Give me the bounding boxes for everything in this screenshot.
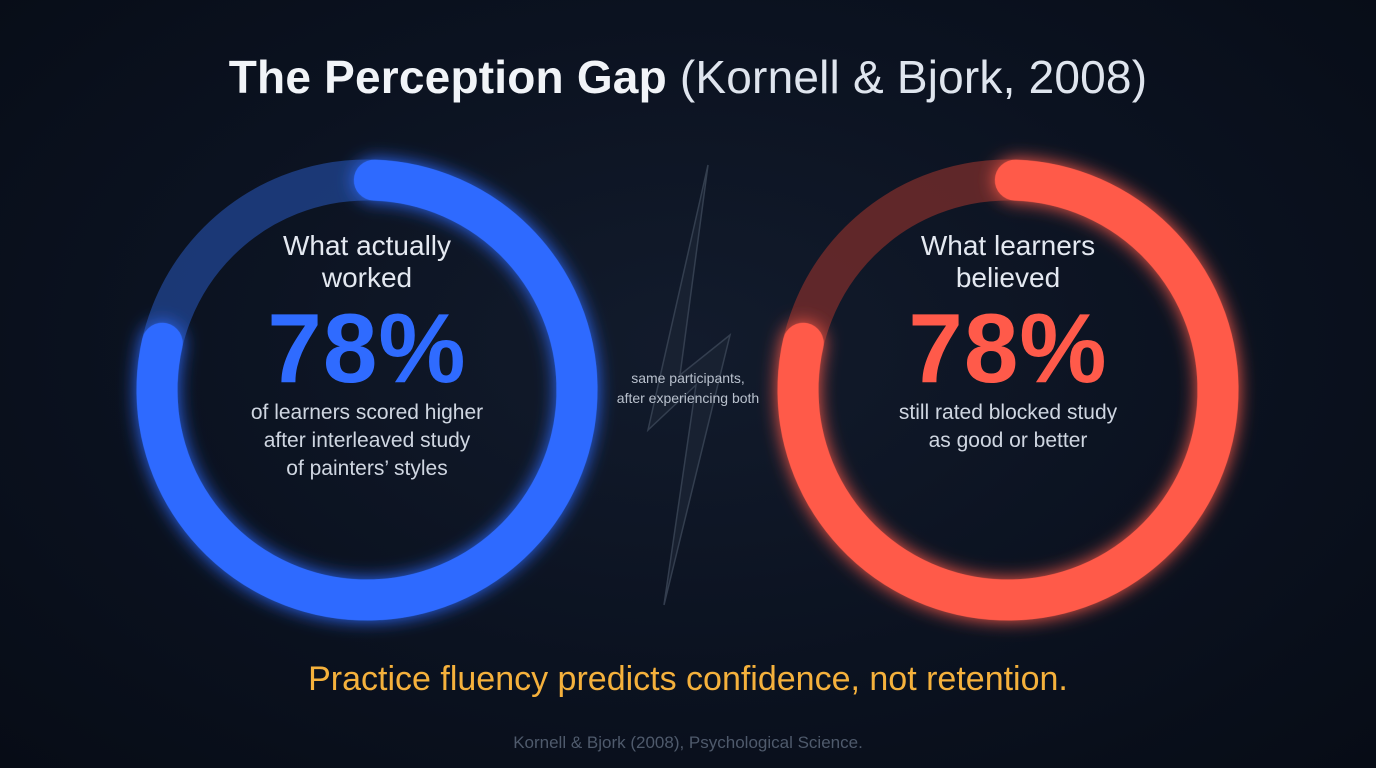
page-title: The Perception Gap (Kornell & Bjork, 200…	[0, 50, 1376, 104]
actual-desc-line2: after interleaved study	[263, 429, 471, 452]
belief-label-line1: What learners	[920, 230, 1096, 261]
belief-percent: 78%	[908, 293, 1108, 403]
belief-label-line2: believed	[955, 262, 1061, 293]
actual-percent: 78%	[267, 293, 467, 403]
actual-label-line1: What actually	[282, 230, 452, 261]
actual-desc-line1: of learners scored higher	[250, 401, 484, 424]
actual-result-ring: What actually worked 78% of learners sco…	[136, 159, 598, 621]
title-main: The Perception Gap	[228, 51, 667, 103]
actual-label-line2: worked	[321, 262, 413, 293]
lightning-bolt-icon	[646, 164, 732, 606]
actual-result-donut	[136, 159, 598, 621]
belief-ring: What learners believed 78% still rated b…	[777, 159, 1239, 621]
actual-desc-line3: of painters’ styles	[286, 457, 448, 480]
comparison-note-line2: after experiencing both	[616, 390, 760, 406]
belief-ring-arc	[777, 159, 1239, 621]
title-citation: (Kornell & Bjork, 2008)	[679, 51, 1148, 103]
belief-donut	[777, 159, 1239, 621]
source-citation: Kornell & Bjork (2008), Psychological Sc…	[513, 733, 863, 752]
actual-ring-arc	[136, 159, 598, 621]
takeaway-statement: Practice fluency predicts confidence, no…	[308, 660, 1068, 698]
belief-desc-line1: still rated blocked study	[898, 401, 1118, 424]
actual-ring-content: What actually worked 78% of learners sco…	[187, 230, 547, 482]
belief-desc-line2: as good or better	[928, 429, 1088, 452]
belief-ring-content: What learners believed 78% still rated b…	[828, 230, 1188, 454]
comparison-note: same participants, after experiencing bo…	[588, 368, 788, 408]
comparison-note-line1: same participants,	[631, 370, 745, 386]
